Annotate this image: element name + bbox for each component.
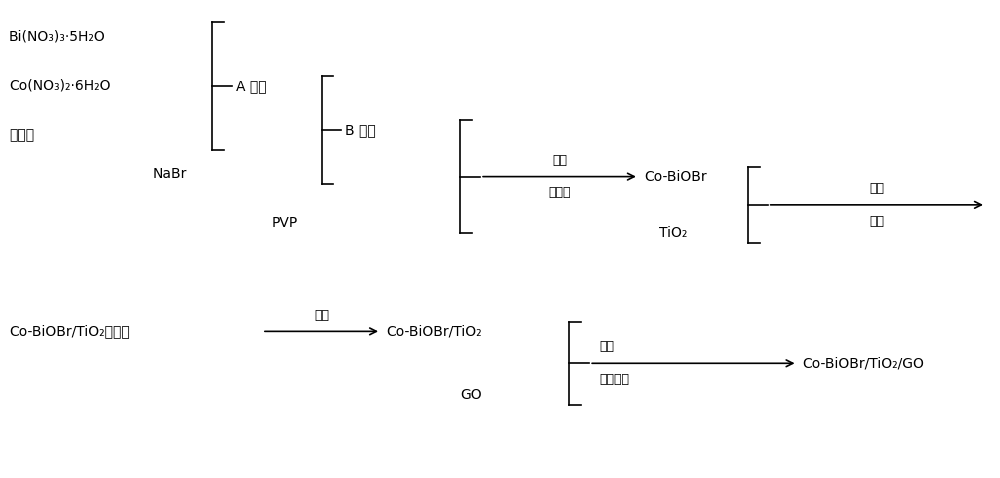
Text: NaBr: NaBr [153,167,187,181]
Text: 锻烧: 锻烧 [314,308,329,322]
Text: TiO₂: TiO₂ [659,226,687,240]
Text: Co-BiOBr/TiO₂前驱体: Co-BiOBr/TiO₂前驱体 [9,325,130,338]
Text: Co(NO₃)₂·6H₂O: Co(NO₃)₂·6H₂O [9,79,111,93]
Text: Co-BiOBr/TiO₂/GO: Co-BiOBr/TiO₂/GO [802,356,924,370]
Text: A 溶液: A 溶液 [236,79,267,93]
Text: Co-BiOBr: Co-BiOBr [644,170,706,184]
Text: PVP: PVP [272,216,298,230]
Text: Co-BiOBr/TiO₂: Co-BiOBr/TiO₂ [386,325,482,338]
Text: Bi(NO₃)₃·5H₂O: Bi(NO₃)₃·5H₂O [9,30,106,43]
Text: GO: GO [460,388,482,402]
Text: 乙二醇: 乙二醇 [9,128,34,142]
Text: 超声: 超声 [552,154,567,167]
Text: 超声: 超声 [869,182,884,195]
Text: 超声: 超声 [599,340,614,353]
Text: 反应鼼: 反应鼼 [548,186,571,199]
Text: 加热搧拌: 加热搧拌 [599,373,629,386]
Text: 干燥: 干燥 [869,215,884,228]
Text: B 溶液: B 溶液 [345,123,376,137]
